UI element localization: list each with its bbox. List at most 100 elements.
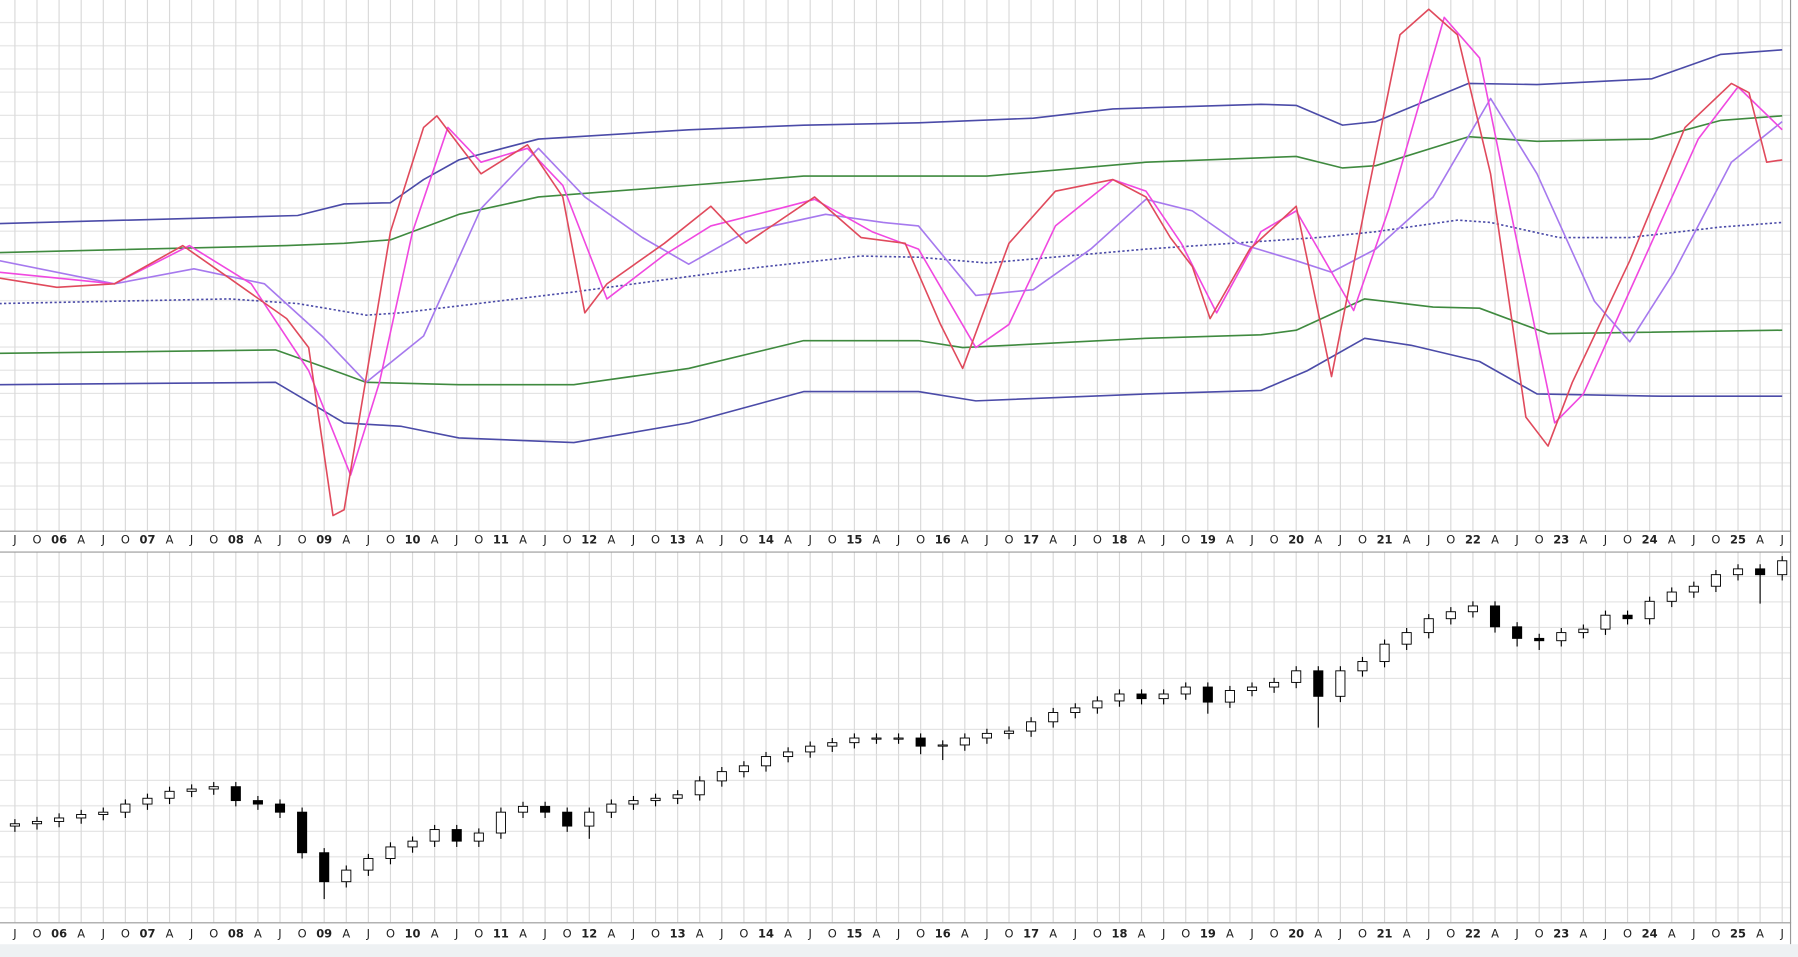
candle-body [1114,693,1125,702]
x-tick-label: O [1093,926,1102,940]
candle-body [385,846,396,859]
candle-body [1578,628,1589,634]
x-tick-label: 09 [316,532,332,546]
candle-body [849,737,860,744]
x-tick-label: O [1270,926,1279,940]
x-tick-label: J [984,926,988,940]
x-tick-label: 13 [670,926,686,940]
x-tick-label: 10 [405,532,421,546]
candle-body [893,737,904,740]
x-tick-label: O [916,532,925,546]
x-tick-label: A [77,926,85,940]
x-tick-label: O [828,532,837,546]
candle-body [1180,686,1191,695]
candle-body [252,800,263,805]
x-tick-label: O [386,926,395,940]
x-tick-label: J [277,926,281,940]
x-tick-label: A [1138,532,1146,546]
candle-body [1556,632,1567,642]
x-tick-label: O [1623,532,1632,546]
candle-body [1136,693,1147,700]
x-tick-label: J [277,532,281,546]
x-tick-label: 22 [1465,532,1481,546]
candle-body [1379,643,1390,663]
candle-body [1158,693,1169,700]
candle-body [694,780,705,796]
axis-labels: J O 06 A J O 07 A J O 08 A J O 09 A J O 10 A J O 11 A J O 12 A J O 13 A… [12,532,1784,940]
x-tick-label: 25 [1730,532,1746,546]
x-tick-label: J [808,926,812,940]
candle-body [650,797,661,802]
x-tick-label: J [719,532,723,546]
x-tick-label: A [1049,532,1057,546]
candle-body [1401,632,1412,645]
x-tick-label: A [1579,532,1587,546]
candle-body [1534,637,1545,642]
candle-body [584,811,595,827]
x-tick-label: 11 [493,926,509,940]
x-tick-label: A [696,532,704,546]
x-tick-label: 06 [51,926,67,940]
x-tick-label: 23 [1553,532,1569,546]
x-tick-label: 06 [51,532,67,546]
x-tick-label: O [474,926,483,940]
x-tick-label: A [784,532,792,546]
x-tick-label: J [1514,532,1518,546]
candle-body [407,840,418,848]
x-tick-label: 25 [1730,926,1746,940]
x-tick-label: O [298,926,307,940]
x-tick-label: A [1138,926,1146,940]
x-tick-label: 23 [1553,926,1569,940]
x-tick-label: O [1093,532,1102,546]
x-tick-label: O [1535,532,1544,546]
x-tick-label: A [1668,926,1676,940]
candle-body [1467,605,1478,613]
x-tick-label: J [1073,532,1077,546]
candle-body [738,765,749,773]
x-tick-label: J [1338,532,1342,546]
x-tick-label: J [808,532,812,546]
candle-body [1666,591,1677,602]
candle-body [1070,707,1081,713]
candle-body [1335,670,1346,697]
x-tick-label: J [1161,532,1165,546]
line-series [0,8,1783,517]
candle-body [274,803,286,813]
x-tick-label: J [631,532,635,546]
candle-body [716,771,727,782]
candle-body [1224,690,1235,703]
x-tick-label: O [563,926,572,940]
x-tick-label: J [542,926,546,940]
x-tick-label: O [651,926,660,940]
x-tick-label: A [873,532,881,546]
candle-body [1291,670,1302,683]
x-tick-label: A [696,926,704,940]
x-tick-label: A [431,926,439,940]
candle-body [495,811,506,834]
x-tick-label: O [32,532,41,546]
x-tick-label: O [1446,532,1455,546]
x-tick-label: 18 [1111,532,1127,546]
x-tick-label: 08 [228,926,244,940]
candle-body [1246,686,1258,691]
x-tick-label: J [101,532,105,546]
x-tick-label: O [1181,926,1190,940]
x-tick-label: A [1226,926,1234,940]
x-tick-label: J [984,532,988,546]
x-tick-label: 14 [758,532,774,546]
x-tick-label: A [1226,532,1234,546]
x-tick-label: 15 [846,926,862,940]
x-tick-label: O [1711,532,1720,546]
x-tick-label: A [342,926,350,940]
x-tick-label: J [189,926,193,940]
x-tick-label: A [1491,532,1499,546]
candle-body [1026,721,1037,732]
x-tick-label: J [896,532,900,546]
x-tick-label: 10 [405,926,421,940]
x-tick-label: O [121,532,130,546]
x-tick-label: A [166,532,174,546]
x-tick-label: A [254,532,262,546]
x-tick-label: 09 [316,926,332,940]
candle-body [1688,585,1699,593]
x-tick-label: A [342,532,350,546]
